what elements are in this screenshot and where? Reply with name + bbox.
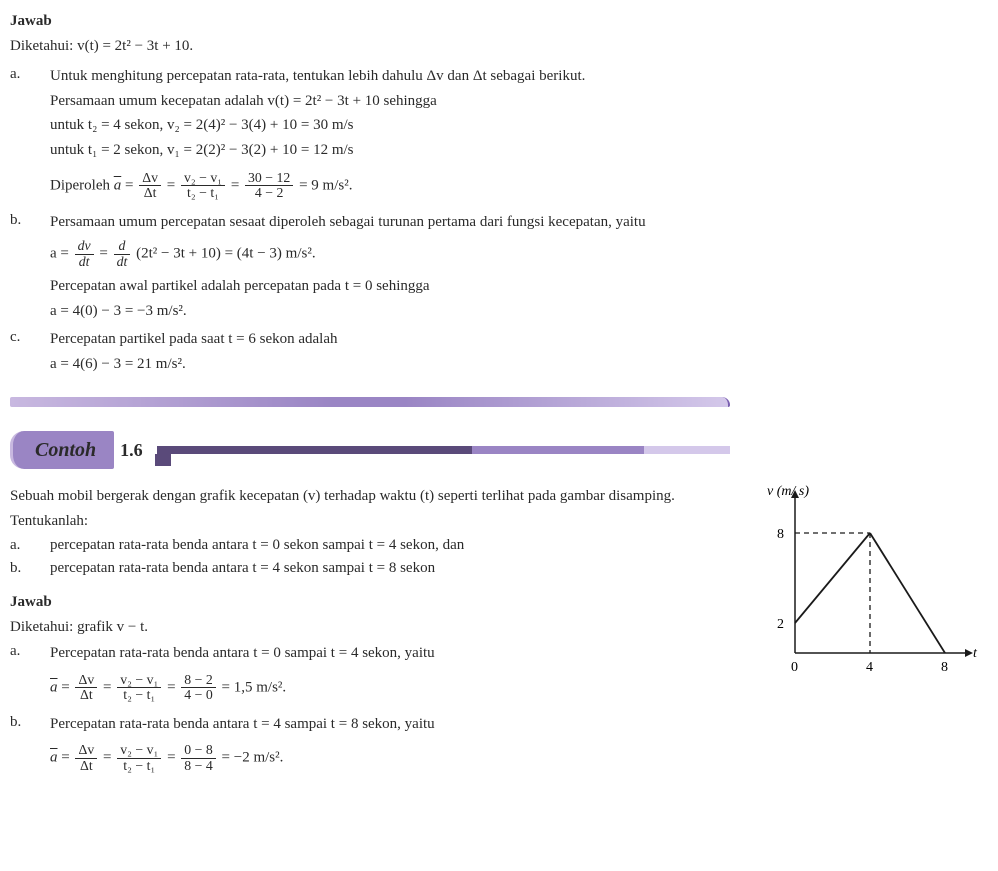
svg-text:v (m/ s): v (m/ s) xyxy=(767,484,809,499)
ansb-body: Percepatan rata-rata benda antara t = 4 … xyxy=(50,711,730,775)
svg-text:t (s): t (s) xyxy=(973,646,980,661)
a-line1: Untuk menghitung percepatan rata-rata, t… xyxy=(50,65,730,88)
solution-block-1: Jawab Diketahui: v(t) = 2t² − 3t + 10. a… xyxy=(10,10,730,469)
label-c: c. xyxy=(10,326,50,377)
jawab2-heading: Jawab xyxy=(10,591,730,614)
label-a: a. xyxy=(10,63,50,203)
contoh-line-decor xyxy=(157,446,730,454)
qa-label: a. xyxy=(10,534,50,557)
answer-b: b. Percepatan rata-rata benda antara t =… xyxy=(10,711,730,775)
frac-ddt: d dt xyxy=(114,239,131,269)
b-line3: Percepatan awal partikel adalah percepat… xyxy=(50,275,730,298)
a-line2: Persamaan umum kecepatan adalah v(t) = 2… xyxy=(50,90,730,113)
ansb-label: b. xyxy=(10,711,50,775)
given-line: Diketahui: v(t) = 2t² − 3t + 10. xyxy=(10,35,730,58)
frac-dv-dt: Δv Δt xyxy=(139,171,161,201)
body-a: Untuk menghitung percepatan rata-rata, t… xyxy=(50,63,730,203)
a-equation: Diperoleh a = Δv Δt = v₂ − v₁ t₂ − t₁ = … xyxy=(50,171,730,201)
frac-dvdt: dv dt xyxy=(75,239,94,269)
ansb-eq: a = ΔvΔt = v₂ − v₁t₂ − t₁ = 0 − 88 − 4 =… xyxy=(50,743,730,773)
ansa-label: a. xyxy=(10,640,50,704)
ansa-abar: a xyxy=(50,679,58,695)
contoh-number: 1.6 xyxy=(120,437,143,464)
qb-label: b. xyxy=(10,557,50,580)
item-c: c. Percepatan partikel pada saat t = 6 s… xyxy=(10,326,730,377)
qa-text: percepatan rata-rata benda antara t = 0 … xyxy=(50,534,730,557)
item-b: b. Persamaan umum percepatan sesaat dipe… xyxy=(10,209,730,324)
given2: Diketahui: grafik v − t. xyxy=(10,616,730,639)
a-line3: untuk t₂ = 4 sekon, v₂ = 2(4)² − 3(4) + … xyxy=(50,114,730,137)
ansa-l1: Percepatan rata-rata benda antara t = 0 … xyxy=(50,642,730,665)
question-b: b. percepatan rata-rata benda antara t =… xyxy=(10,557,730,580)
ansb-l1: Percepatan rata-rata benda antara t = 4 … xyxy=(50,713,730,736)
section-separator xyxy=(10,397,730,407)
label-b: b. xyxy=(10,209,50,324)
qb-text: percepatan rata-rata benda antara t = 4 … xyxy=(50,557,730,580)
frac-nums: 30 − 12 4 − 2 xyxy=(245,171,293,201)
diperoleh: Diperoleh xyxy=(50,177,114,193)
example-text-col: Sebuah mobil bergerak dengan grafik kece… xyxy=(10,483,730,775)
example-row: Sebuah mobil bergerak dengan grafik kece… xyxy=(10,483,988,775)
c-line1: Percepatan partikel pada saat t = 6 seko… xyxy=(50,328,730,351)
ansb-abar: a xyxy=(50,750,58,766)
svg-text:8: 8 xyxy=(941,660,948,675)
ansa-res: = 1,5 m/s². xyxy=(222,679,287,695)
graph-svg: v (m/ s) t (s) 8 2 0 4 8 xyxy=(760,483,980,693)
velocity-time-graph: v (m/ s) t (s) 8 2 0 4 8 xyxy=(760,483,980,701)
intro: Sebuah mobil bergerak dengan grafik kece… xyxy=(10,485,730,508)
item-a: a. Untuk menghitung percepatan rata-rata… xyxy=(10,63,730,203)
svg-text:4: 4 xyxy=(866,660,873,675)
b-equation: a = dv dt = d dt (2t² − 3t + 10) = (4t −… xyxy=(50,239,730,269)
svg-text:0: 0 xyxy=(791,660,798,675)
ansa-eq: a = ΔvΔt = v₂ − v₁t₂ − t₁ = 8 − 24 − 0 =… xyxy=(50,673,730,703)
question-a: a. percepatan rata-rata benda antara t =… xyxy=(10,534,730,557)
svg-text:2: 2 xyxy=(777,617,784,632)
b-line4: a = 4(0) − 3 = −3 m/s². xyxy=(50,300,730,323)
a-bar: a xyxy=(114,177,122,193)
c-line2: a = 4(6) − 3 = 21 m/s². xyxy=(50,353,730,376)
svg-text:8: 8 xyxy=(777,527,784,542)
body-c: Percepatan partikel pada saat t = 6 seko… xyxy=(50,326,730,377)
b-lhs: a = xyxy=(50,246,73,262)
body-b: Persamaan umum percepatan sesaat diperol… xyxy=(50,209,730,324)
contoh-badge: Contoh xyxy=(10,431,114,469)
answer-a: a. Percepatan rata-rata benda antara t =… xyxy=(10,640,730,704)
a-result: = 9 m/s². xyxy=(299,177,352,193)
contoh-header: Contoh 1.6 xyxy=(10,431,730,469)
ansb-res: = −2 m/s². xyxy=(222,750,284,766)
tentukan: Tentukanlah: xyxy=(10,510,730,533)
b-line1: Persamaan umum percepatan sesaat diperol… xyxy=(50,211,730,234)
jawab-heading: Jawab xyxy=(10,10,730,33)
ansa-body: Percepatan rata-rata benda antara t = 0 … xyxy=(50,640,730,704)
b-rhs: (2t² − 3t + 10) = (4t − 3) m/s². xyxy=(136,246,316,262)
a-line4: untuk t₁ = 2 sekon, v₁ = 2(2)² − 3(2) + … xyxy=(50,139,730,162)
frac-v2v1: v₂ − v₁ t₂ − t₁ xyxy=(181,171,225,201)
